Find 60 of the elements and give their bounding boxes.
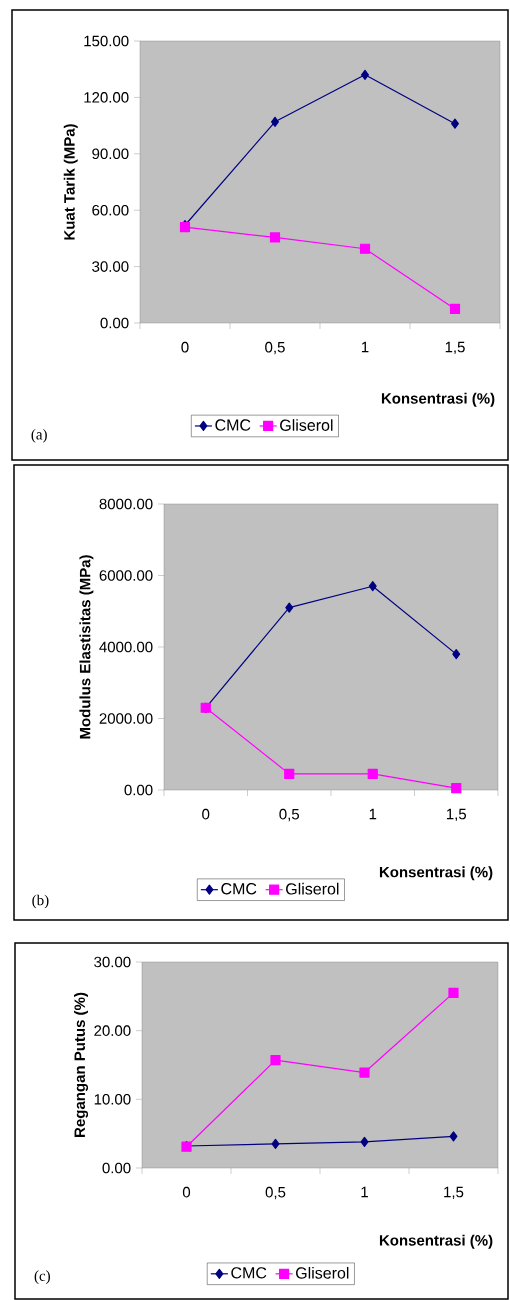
x-tick-label: 1,5 xyxy=(444,1186,464,1200)
point xyxy=(361,69,369,80)
y-tick-label: 120.00 xyxy=(84,92,129,103)
point xyxy=(285,602,294,613)
point xyxy=(269,232,281,243)
legend-label: Gliserol xyxy=(286,882,339,895)
point xyxy=(359,1067,370,1078)
legend-label: Gliserol xyxy=(280,419,333,431)
legend-label: CMC xyxy=(231,1267,267,1279)
legend-label: CMC xyxy=(221,883,257,895)
point xyxy=(271,1138,280,1150)
point xyxy=(360,1136,369,1147)
point xyxy=(451,783,462,794)
y-tick-label: 60.00 xyxy=(92,204,129,216)
legend-label: CMC xyxy=(215,419,251,431)
x-tick-label: 0,5 xyxy=(265,341,285,355)
legend-label: Gliserol xyxy=(296,1266,349,1279)
point xyxy=(448,987,459,998)
x-tick-label: 0 xyxy=(181,341,189,353)
y-tick-label: 30.00 xyxy=(92,261,129,272)
x-tick-label: 0,5 xyxy=(279,808,300,822)
x-axis-title: Konsentrasi (%) xyxy=(381,392,495,407)
y-axis-title: Kuat Tarik (MPa) xyxy=(63,124,78,240)
y-tick-label: 2000.00 xyxy=(99,713,153,724)
x-tick-label: 1 xyxy=(361,1186,368,1198)
point xyxy=(359,243,371,254)
x-axis-title: Konsentrasi (%) xyxy=(379,1234,493,1249)
text: (b) xyxy=(32,894,49,909)
x-tick-label: 1 xyxy=(361,341,369,353)
x-tick-label: 1,5 xyxy=(446,808,467,822)
point xyxy=(284,768,295,779)
y-tick-label: 0.00 xyxy=(102,1162,131,1174)
y-tick-label: 0.00 xyxy=(100,317,129,329)
point xyxy=(368,581,377,592)
y-tick-label: 20.00 xyxy=(94,1025,131,1036)
y-tick-label: 6000.00 xyxy=(99,570,153,581)
point xyxy=(270,1055,281,1066)
y-axis-title: Modulus Elastisitas (MPa) xyxy=(79,555,94,739)
text: (a) xyxy=(31,429,47,443)
y-tick-label: 8000.00 xyxy=(99,498,153,510)
x-tick-label: 0,5 xyxy=(265,1186,286,1200)
y-tick-label: 4000.00 xyxy=(99,641,153,653)
x-tick-label: 0 xyxy=(182,1186,191,1198)
point xyxy=(449,1131,458,1142)
point xyxy=(451,118,459,129)
text: (c) xyxy=(34,1270,50,1284)
point xyxy=(449,303,461,314)
y-tick-label: 0.00 xyxy=(124,784,153,796)
y-tick-label: 150.00 xyxy=(84,35,129,47)
y-tick-label: 90.00 xyxy=(92,148,129,160)
x-axis-title: Konsentrasi (%) xyxy=(379,866,493,881)
x-tick-label: 1 xyxy=(369,808,377,820)
y-tick-label: 30.00 xyxy=(94,956,131,968)
point xyxy=(367,768,378,779)
point xyxy=(452,649,461,660)
x-tick-label: 0 xyxy=(202,808,210,820)
y-tick-label: 10.00 xyxy=(94,1094,131,1105)
y-axis-title: Regangan Putus (%) xyxy=(74,992,89,1137)
x-tick-label: 1,5 xyxy=(445,341,465,355)
point xyxy=(271,116,279,127)
